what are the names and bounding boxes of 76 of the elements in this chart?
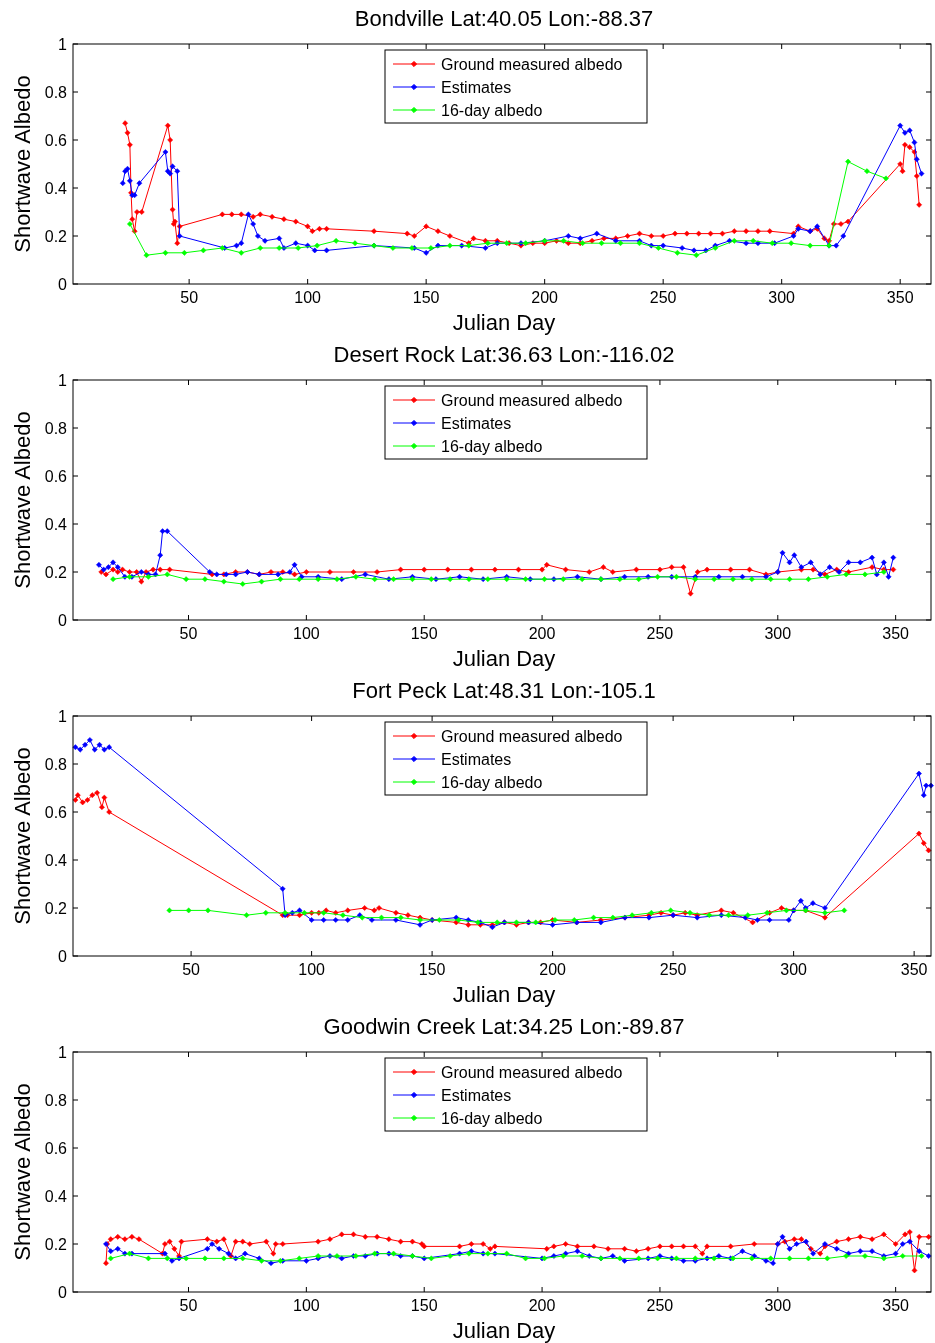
x-tick-label: 300 <box>768 289 796 306</box>
y-axis-title: Shortwave Albedo <box>10 1083 35 1261</box>
y-tick-label: 1 <box>58 371 68 389</box>
y-tick-label: 0.6 <box>44 1139 68 1157</box>
y-tick-label: 0.2 <box>44 563 68 581</box>
x-tick-label: 150 <box>410 1297 438 1314</box>
x-tick-label: 150 <box>412 289 440 306</box>
x-tick-label: 150 <box>418 961 446 978</box>
x-tick-label: 300 <box>780 961 808 978</box>
x-axis-title: Julian Day <box>452 646 556 671</box>
legend-label: Estimates <box>441 750 512 768</box>
y-tick-label: 0.8 <box>44 1091 68 1109</box>
y-tick-label: 0.8 <box>44 755 68 773</box>
x-tick-label: 300 <box>764 625 792 642</box>
y-tick-label: 0 <box>58 1283 68 1301</box>
y-axis-title: Shortwave Albedo <box>10 75 35 253</box>
legend-label: 16-day albedo <box>441 1109 543 1127</box>
legend-label: Estimates <box>441 414 512 432</box>
y-tick-label: 0.6 <box>44 803 68 821</box>
y-tick-label: 0.4 <box>44 1187 68 1205</box>
x-tick-label: 100 <box>293 1297 320 1314</box>
legend-label: Estimates <box>441 1086 512 1104</box>
x-tick-label: 200 <box>539 961 567 978</box>
x-tick-label: 350 <box>882 625 910 642</box>
x-tick-label: 250 <box>646 1297 674 1314</box>
chart-title: Bondville Lat:40.05 Lon:-88.37 <box>354 6 654 31</box>
y-tick-label: 1 <box>58 707 68 725</box>
x-tick-label: 100 <box>293 625 320 642</box>
y-tick-label: 0.8 <box>44 83 68 101</box>
x-tick-label: 300 <box>764 1297 792 1314</box>
legend-label: 16-day albedo <box>441 101 543 119</box>
y-tick-label: 0 <box>58 947 68 965</box>
y-axis-title: Shortwave Albedo <box>10 411 35 589</box>
legend-label: 16-day albedo <box>441 773 543 791</box>
y-tick-label: 1 <box>58 35 68 53</box>
x-axis-title: Julian Day <box>452 1318 556 1343</box>
x-tick-label: 50 <box>182 961 201 978</box>
y-tick-label: 0.4 <box>44 851 68 869</box>
x-tick-label: 150 <box>410 625 438 642</box>
x-tick-label: 200 <box>528 1297 556 1314</box>
x-tick-label: 50 <box>179 1297 198 1314</box>
x-tick-label: 350 <box>882 1297 910 1314</box>
y-tick-label: 0.2 <box>44 227 68 245</box>
legend-label: Ground measured albedo <box>441 727 623 745</box>
x-axis-title: Julian Day <box>452 310 556 335</box>
y-tick-label: 0.8 <box>44 419 68 437</box>
y-tick-label: 0.4 <box>44 179 68 197</box>
y-axis-title: Shortwave Albedo <box>10 747 35 925</box>
y-tick-label: 0 <box>58 611 68 629</box>
x-tick-label: 250 <box>659 961 687 978</box>
legend-label: Estimates <box>441 78 512 96</box>
legend-label: Ground measured albedo <box>441 391 623 409</box>
x-tick-label: 250 <box>649 289 677 306</box>
x-axis-title: Julian Day <box>452 982 556 1007</box>
x-tick-label: 200 <box>531 289 559 306</box>
legend-label: 16-day albedo <box>441 437 543 455</box>
legend-label: Ground measured albedo <box>441 1063 623 1081</box>
y-tick-label: 0.6 <box>44 467 68 485</box>
y-tick-label: 0.6 <box>44 131 68 149</box>
chart-title: Fort Peck Lat:48.31 Lon:-105.1 <box>352 678 656 703</box>
chart-title: Desert Rock Lat:36.63 Lon:-116.02 <box>333 342 675 367</box>
y-tick-label: 0.2 <box>44 1235 68 1253</box>
y-tick-label: 0.2 <box>44 899 68 917</box>
x-tick-label: 350 <box>900 961 928 978</box>
x-tick-label: 250 <box>646 625 674 642</box>
x-tick-label: 100 <box>298 961 326 978</box>
y-tick-label: 1 <box>58 1043 68 1061</box>
chart-title: Goodwin Creek Lat:34.25 Lon:-89.87 <box>323 1014 685 1039</box>
x-tick-label: 350 <box>886 289 914 306</box>
x-tick-label: 100 <box>294 289 322 306</box>
y-tick-label: 0 <box>58 275 68 293</box>
y-tick-label: 0.4 <box>44 515 68 533</box>
x-tick-label: 50 <box>179 625 198 642</box>
x-tick-label: 50 <box>180 289 199 306</box>
x-tick-label: 200 <box>528 625 556 642</box>
legend-label: Ground measured albedo <box>441 55 623 73</box>
